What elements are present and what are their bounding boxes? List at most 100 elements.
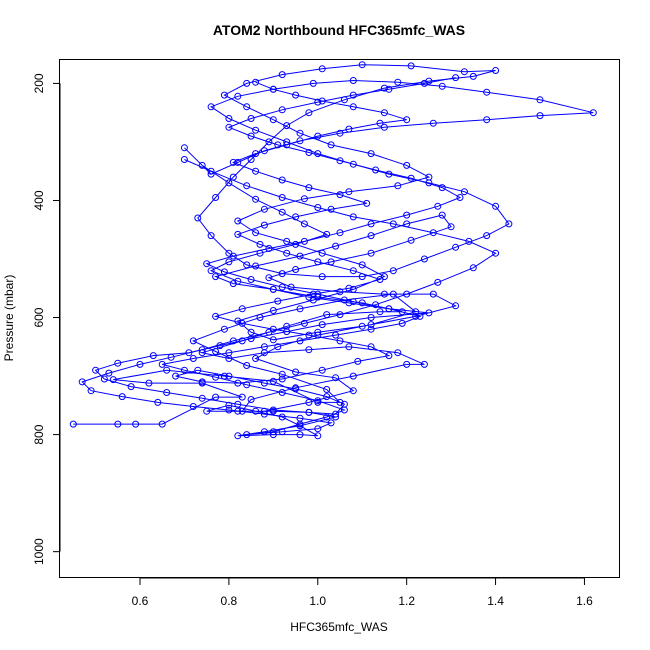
data-point	[327, 258, 335, 266]
data-point	[238, 407, 246, 415]
data-point	[203, 407, 211, 415]
data-point	[332, 413, 340, 421]
data-point	[300, 220, 308, 228]
series-line-1	[73, 64, 594, 437]
data-point	[269, 336, 277, 344]
data-point	[323, 386, 331, 393]
data-point	[225, 401, 233, 409]
data-point	[398, 308, 406, 316]
data-point	[278, 389, 286, 396]
data-point	[269, 407, 277, 415]
data-point	[420, 255, 428, 263]
data-point	[234, 230, 242, 238]
data-point	[340, 406, 348, 414]
data-point	[198, 394, 206, 402]
data-point	[234, 379, 242, 387]
data-point	[198, 349, 206, 357]
data-point	[283, 141, 291, 149]
data-point	[589, 109, 597, 117]
data-point	[314, 432, 322, 440]
data-point	[363, 199, 371, 207]
data-point	[292, 368, 300, 376]
data-point	[229, 337, 237, 345]
series-points	[69, 61, 597, 440]
data-point	[269, 431, 277, 439]
data-point	[278, 194, 286, 201]
data-point	[349, 160, 357, 168]
data-point	[172, 372, 180, 380]
x-axis-label: HFC365mfc_WAS	[290, 620, 388, 634]
data-point	[385, 85, 393, 93]
data-point	[207, 103, 215, 111]
data-point	[212, 312, 220, 320]
data-point	[438, 82, 446, 90]
data-point	[425, 309, 433, 317]
data-point	[305, 398, 313, 406]
data-point	[332, 410, 340, 418]
data-point	[265, 274, 273, 282]
data-point	[318, 366, 326, 374]
data-point	[358, 273, 366, 281]
data-point	[216, 342, 224, 350]
data-point	[465, 237, 473, 245]
data-point	[412, 308, 420, 316]
data-point	[296, 137, 304, 145]
data-point	[212, 194, 220, 201]
data-point	[278, 375, 286, 383]
data-point	[483, 232, 491, 240]
data-point	[194, 366, 202, 374]
data-point	[407, 236, 415, 244]
data-point	[274, 297, 282, 305]
data-point	[292, 266, 300, 273]
x-tick-label: 1.0	[309, 594, 326, 608]
data-point	[412, 312, 420, 320]
data-point	[238, 305, 246, 313]
data-point	[425, 179, 433, 187]
data-point	[252, 150, 260, 158]
data-point	[389, 290, 397, 298]
data-point	[269, 85, 277, 93]
x-tick-label: 1.2	[398, 594, 415, 608]
data-point	[100, 375, 108, 383]
data-point	[225, 372, 233, 380]
data-point	[380, 84, 388, 92]
data-point	[469, 264, 477, 272]
data-point	[260, 428, 268, 436]
data-point	[318, 97, 326, 105]
data-point	[296, 129, 304, 137]
data-point	[349, 213, 357, 221]
data-point	[114, 359, 122, 367]
data-point	[349, 387, 357, 395]
data-point	[278, 413, 286, 421]
data-point	[349, 103, 357, 111]
data-point	[207, 232, 215, 240]
data-point	[336, 229, 344, 237]
data-point	[207, 170, 215, 178]
data-point	[234, 158, 242, 166]
data-point	[292, 240, 300, 248]
data-point	[367, 321, 375, 329]
data-point	[403, 290, 411, 298]
data-point	[332, 331, 340, 339]
data-point	[296, 420, 304, 428]
data-point	[269, 307, 277, 314]
series-lines	[73, 64, 594, 437]
data-point	[247, 276, 255, 283]
data-point	[332, 374, 340, 382]
data-point	[314, 331, 322, 339]
data-point	[243, 362, 251, 369]
data-point	[483, 116, 491, 124]
data-point	[300, 237, 308, 245]
data-point	[256, 249, 264, 257]
data-point	[278, 71, 286, 79]
data-point	[372, 166, 380, 174]
data-point	[247, 396, 255, 403]
data-point	[403, 220, 411, 228]
data-point	[296, 337, 304, 345]
y-tick-label: 400	[32, 190, 46, 210]
data-point	[243, 182, 251, 190]
data-point	[345, 125, 353, 133]
data-point	[296, 252, 304, 260]
data-point	[336, 288, 344, 296]
data-point	[492, 202, 500, 210]
